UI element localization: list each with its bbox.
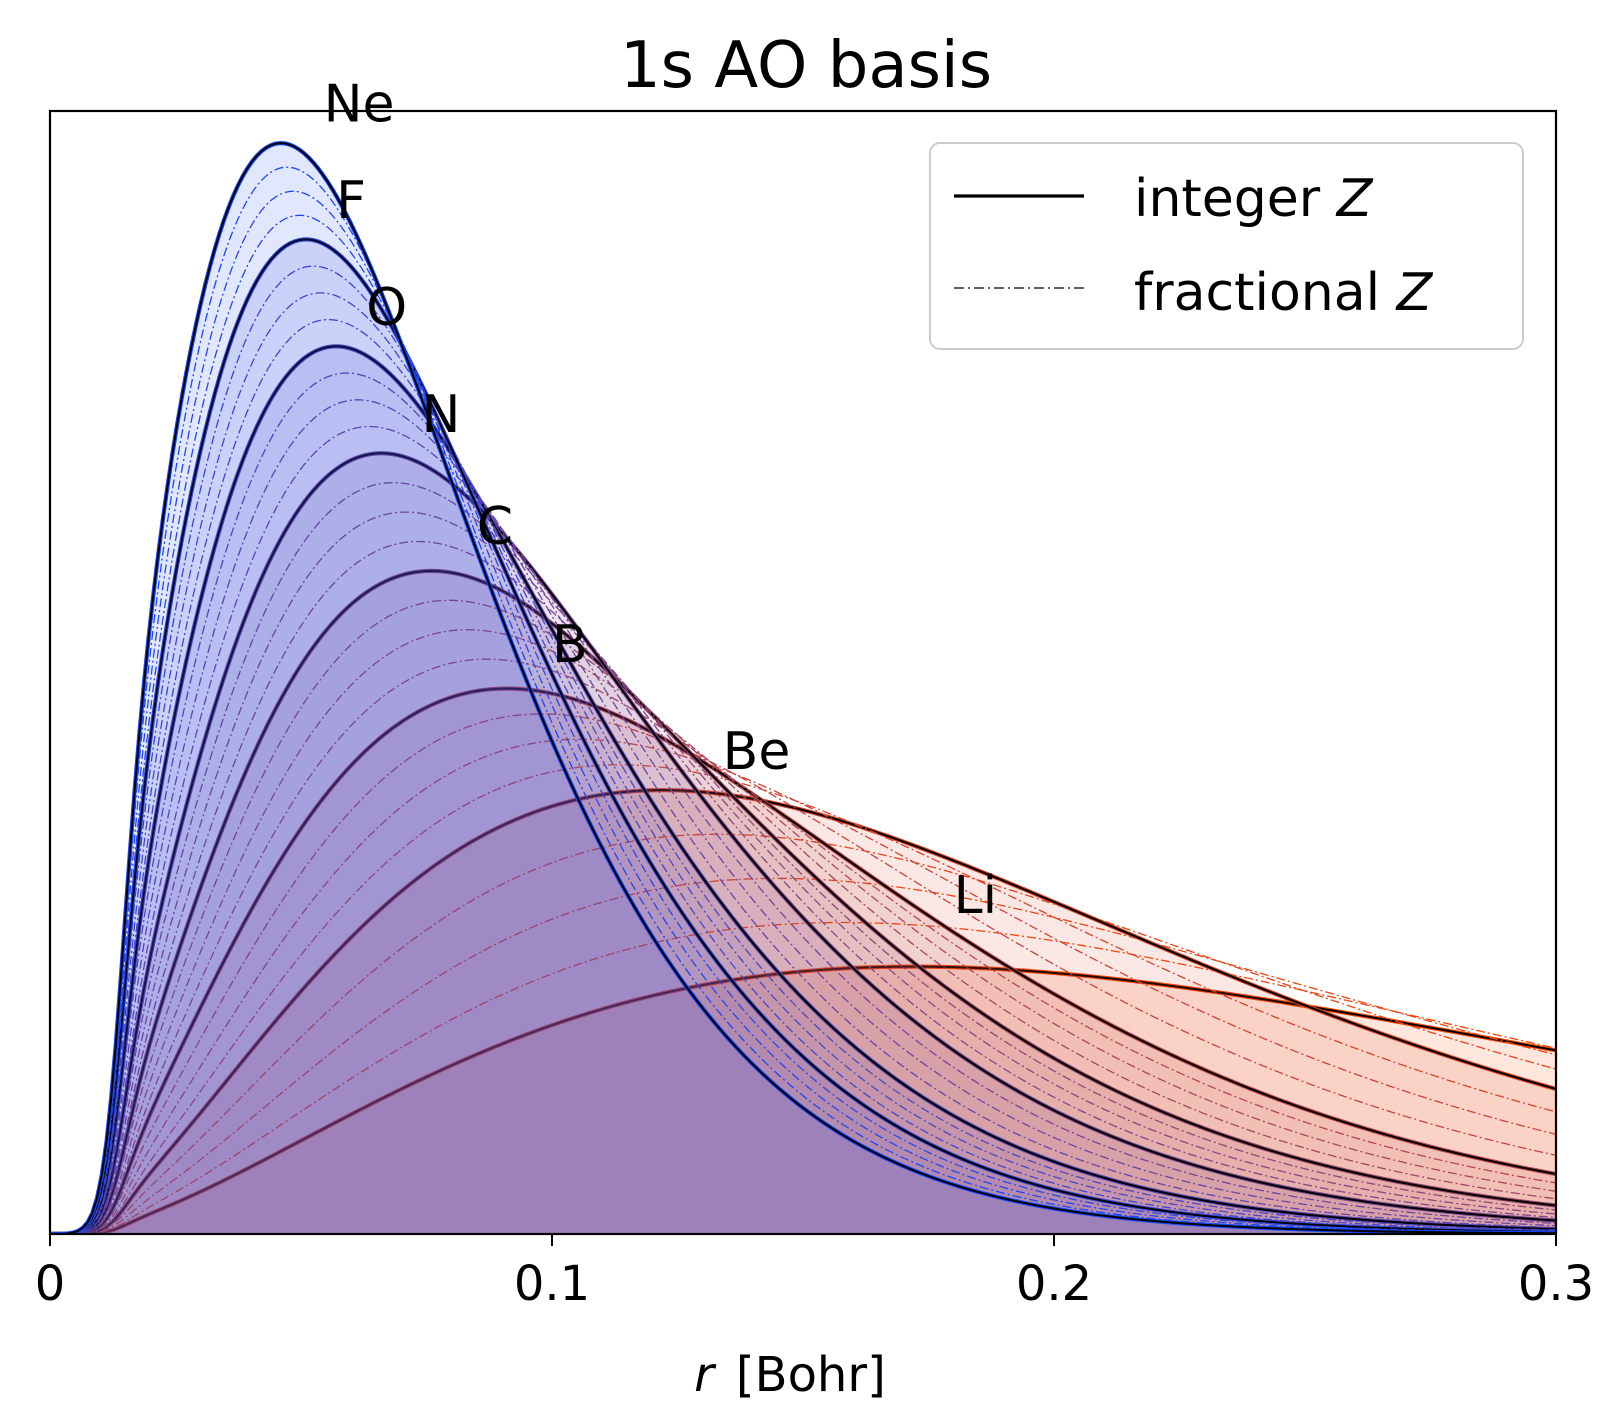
- fractional-series-line: [50, 399, 1556, 1234]
- fractional-series-line: [50, 190, 1556, 1234]
- plot-frame: [48, 109, 1558, 1236]
- series-line-O: [50, 345, 1556, 1234]
- legend-entry-fractional: fractional Z: [1134, 263, 1434, 323]
- x-axis-unit: [Bohr]: [736, 1347, 886, 1403]
- fractional-series-line: [50, 292, 1556, 1234]
- x-axis-variable: r: [694, 1347, 717, 1403]
- series-area-F: [50, 239, 1556, 1234]
- series-area-N: [50, 453, 1556, 1234]
- series-line-Ne: [50, 142, 1556, 1234]
- fractional-series-line: [50, 921, 1556, 1234]
- fractional-series-line: [50, 318, 1556, 1234]
- legend: integer Z fractional Z: [929, 142, 1524, 350]
- x-tick-label: 0.3: [1518, 1256, 1594, 1312]
- fractional-series-line: [50, 877, 1556, 1234]
- series-area-O: [50, 346, 1556, 1234]
- element-label-C: C: [477, 497, 513, 557]
- element-label-B: B: [552, 615, 588, 675]
- fractional-series-line: [50, 482, 1556, 1234]
- element-label-Be: Be: [723, 722, 791, 782]
- fractional-series-line: [50, 713, 1556, 1234]
- element-label-F: F: [336, 171, 366, 231]
- series-line-N: [50, 452, 1556, 1234]
- series-area-C: [50, 570, 1556, 1234]
- element-label-N: N: [421, 385, 460, 445]
- series-area-B: [50, 688, 1556, 1234]
- x-tick-label: 0: [35, 1256, 66, 1312]
- x-axis-label: r [Bohr]: [694, 1347, 886, 1403]
- legend-entry-integer: integer Z: [1134, 169, 1374, 229]
- curves-layer: [50, 140, 1556, 1234]
- fractional-series-line: [50, 764, 1556, 1234]
- x-tick-label: 0.2: [1016, 1256, 1092, 1312]
- fractional-series-line: [50, 214, 1556, 1234]
- x-axis-ticks: 0 0.1 0.2 0.3: [35, 1234, 1594, 1312]
- fractional-series-line: [50, 511, 1556, 1234]
- fractional-series-line: [50, 540, 1556, 1234]
- fractional-series-line: [50, 425, 1556, 1234]
- series-line-F: [50, 238, 1556, 1234]
- element-label-Li: Li: [954, 866, 997, 926]
- element-label-Ne: Ne: [324, 75, 395, 135]
- fractional-series-line: [50, 372, 1556, 1234]
- series-line-B: [50, 687, 1556, 1234]
- fractional-series-line: [50, 629, 1556, 1234]
- element-label-O: O: [366, 278, 407, 338]
- chart-title: 1s AO basis: [620, 29, 992, 103]
- x-tick-label: 0.1: [514, 1256, 590, 1312]
- series-line-Be: [50, 789, 1556, 1234]
- fractional-series-line: [50, 599, 1556, 1234]
- series-area-Li: [50, 966, 1556, 1234]
- series-area-Be: [50, 790, 1556, 1234]
- series-line-C: [50, 569, 1556, 1234]
- fractional-series-line: [50, 658, 1556, 1234]
